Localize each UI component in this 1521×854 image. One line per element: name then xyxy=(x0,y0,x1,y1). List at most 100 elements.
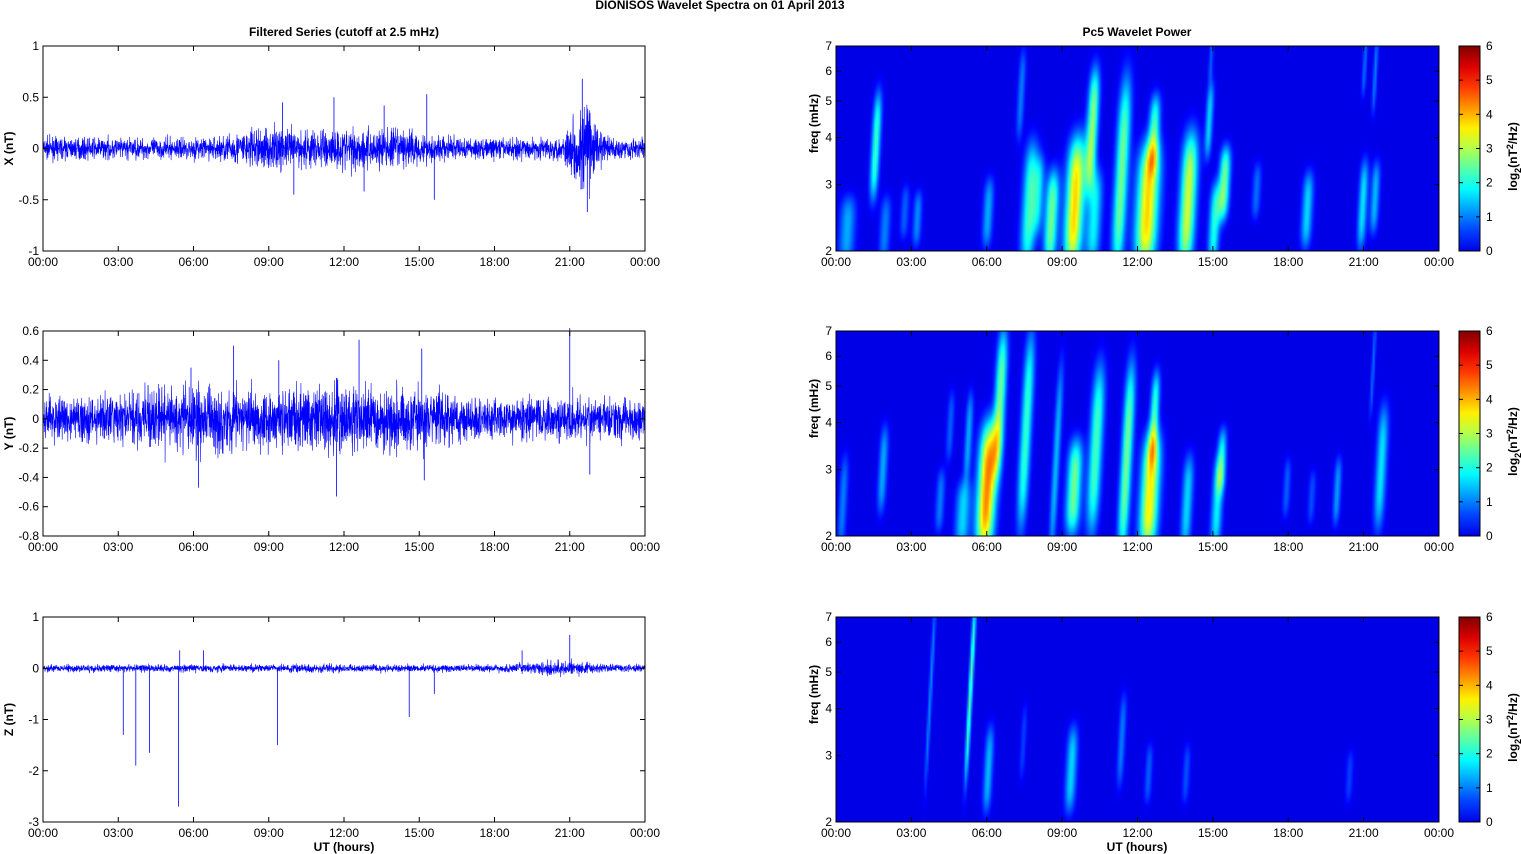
panel-y-power-colorbar-tick-label: 6 xyxy=(1486,324,1493,338)
panel-x-power-colorbar-tick-label: 3 xyxy=(1486,142,1493,156)
panel-z-power-ytick-label: 2 xyxy=(825,815,832,829)
panel-x-power-xtick-label: 03:00 xyxy=(896,255,926,269)
x-axis-label-right: UT (hours) xyxy=(1107,840,1168,854)
panel-z-power-xtick-label: 09:00 xyxy=(1047,826,1077,840)
panel-x-power-ytick-label: 3 xyxy=(825,178,832,192)
panel-z-power-xtick-label: 15:00 xyxy=(1198,826,1228,840)
panel-z-power-colorbar-tick-label: 6 xyxy=(1486,610,1493,624)
panel-x-ytick-label: -0.5 xyxy=(18,193,39,207)
panel-y-power-ytick-label: 3 xyxy=(825,463,832,477)
panel-y-xtick-label: 15:00 xyxy=(404,540,434,554)
panel-y-ytick-label: -0.6 xyxy=(18,500,39,514)
panel-z-power-heatmap xyxy=(836,617,1439,822)
panel-x-power-colorbar-tick-label: 4 xyxy=(1486,107,1493,121)
panel-x-power-ytick-label: 5 xyxy=(825,94,832,108)
panel-y-power-xtick-label: 00:00 xyxy=(1424,540,1454,554)
panel-y-ytick-label: -0.4 xyxy=(18,470,39,484)
panel-z-power-ytick-label: 3 xyxy=(825,749,832,763)
panel-x-power-colorbar-tick-label: 2 xyxy=(1486,176,1493,190)
panel-y-xtick-label: 00:00 xyxy=(28,540,58,554)
panel-y-xtick-label: 00:00 xyxy=(630,540,660,554)
panel-y-xtick-label: 06:00 xyxy=(178,540,208,554)
panel-x-power-xtick-label: 15:00 xyxy=(1198,255,1228,269)
panel-y-power-xtick-label: 03:00 xyxy=(896,540,926,554)
panel-x-power-xtick-label: 06:00 xyxy=(972,255,1002,269)
panel-x-trace xyxy=(42,104,646,199)
panel-x-power-xtick-label: 18:00 xyxy=(1273,255,1303,269)
panel-z-trace xyxy=(42,658,646,678)
panel-y-ytick-label: -0.8 xyxy=(18,529,39,543)
panel-y-power-xtick-label: 06:00 xyxy=(972,540,1002,554)
panel-z-ytick-label: -1 xyxy=(28,713,39,727)
panel-x-xtick-label: 00:00 xyxy=(28,255,58,269)
panel-z-power-colorbar-tick-label: 0 xyxy=(1486,815,1493,829)
right-column-title: Pc5 Wavelet Power xyxy=(1083,25,1192,39)
panel-y-power-colorbar-tick-label: 0 xyxy=(1486,529,1493,543)
panel-z-power-ytick-label: 6 xyxy=(825,635,832,649)
panel-x-xtick-label: 06:00 xyxy=(178,255,208,269)
panel-z-ytick-label: 0 xyxy=(32,661,39,675)
panel-x-power-xtick-label: 00:00 xyxy=(1424,255,1454,269)
figure-title: DIONISOS Wavelet Spectra on 01 April 201… xyxy=(595,0,845,12)
panel-y-ytick-label: -0.2 xyxy=(18,441,39,455)
panel-x-xtick-label: 15:00 xyxy=(404,255,434,269)
panel-x-ytick-label: -1 xyxy=(28,244,39,258)
panel-y-power-ytick-label: 2 xyxy=(825,529,832,543)
panel-y-xtick-label: 03:00 xyxy=(103,540,133,554)
panel-x-power-colorbar-label: log2(nT2/Hz) xyxy=(1505,122,1521,191)
panel-x-ytick-label: 0 xyxy=(32,142,39,156)
panel-x-xtick-label: 18:00 xyxy=(479,255,509,269)
panel-z-xtick-label: 12:00 xyxy=(329,826,359,840)
panel-x-power-colorbar-tick-label: 5 xyxy=(1486,73,1493,87)
panel-y-ytick-label: 0.2 xyxy=(22,383,39,397)
panel-x-power-ytick-label: 7 xyxy=(825,39,832,53)
panel-x-ytick-label: 1 xyxy=(32,39,39,53)
panel-z-power-ytick-label: 4 xyxy=(825,702,832,716)
panel-x-power-xtick-label: 09:00 xyxy=(1047,255,1077,269)
panel-z-power-xtick-label: 12:00 xyxy=(1122,826,1152,840)
x-axis-label-left: UT (hours) xyxy=(314,840,375,854)
panel-z-power-ytick-label: 5 xyxy=(825,665,832,679)
panel-z-ylabel: Z (nT) xyxy=(2,703,16,736)
panel-y-power-ytick-label: 4 xyxy=(825,416,832,430)
panel-x-xtick-label: 12:00 xyxy=(329,255,359,269)
panel-y-xtick-label: 21:00 xyxy=(555,540,585,554)
panel-y-xtick-label: 09:00 xyxy=(254,540,284,554)
panel-x-power-colorbar-tick-label: 6 xyxy=(1486,39,1493,53)
panel-z-power-xtick-label: 03:00 xyxy=(896,826,926,840)
panel-x-ytick-label: 0.5 xyxy=(22,90,39,104)
panel-y-power-ytick-label: 7 xyxy=(825,324,832,338)
panel-x-ylabel: X (nT) xyxy=(2,132,16,166)
panel-z-xtick-label: 03:00 xyxy=(103,826,133,840)
panel-z-power-xtick-label: 06:00 xyxy=(972,826,1002,840)
panel-z-xtick-label: 21:00 xyxy=(555,826,585,840)
panel-y-power-colorbar-tick-label: 3 xyxy=(1486,427,1493,441)
panel-z-power-colorbar-tick-label: 3 xyxy=(1486,713,1493,727)
panel-z-power-xtick-label: 00:00 xyxy=(821,826,851,840)
panel-x-power-heatmap xyxy=(836,46,1439,251)
panel-y-xtick-label: 12:00 xyxy=(329,540,359,554)
panel-y-power-colorbar-tick-label: 4 xyxy=(1486,392,1493,406)
panel-x-power-ytick-label: 6 xyxy=(825,64,832,78)
panel-y-xtick-label: 18:00 xyxy=(479,540,509,554)
panel-y-ytick-label: 0.4 xyxy=(22,353,39,367)
panel-z-power-colorbar-tick-label: 2 xyxy=(1486,747,1493,761)
panel-z-xtick-label: 06:00 xyxy=(178,826,208,840)
panel-y-power-ytick-label: 6 xyxy=(825,349,832,363)
panel-z-power-ytick-label: 7 xyxy=(825,610,832,624)
panel-x-power-xtick-label: 12:00 xyxy=(1122,255,1152,269)
panel-y-power-xtick-label: 21:00 xyxy=(1349,540,1379,554)
panel-y-power-ytick-label: 5 xyxy=(825,379,832,393)
panel-z-xtick-label: 09:00 xyxy=(254,826,284,840)
panel-y-power-xtick-label: 09:00 xyxy=(1047,540,1077,554)
panel-y-power-ylabel: freq (mHz) xyxy=(807,379,821,438)
panel-x-power-colorbar-tick-label: 0 xyxy=(1486,244,1493,258)
panel-z-power-xtick-label: 18:00 xyxy=(1273,826,1303,840)
left-column-title: Filtered Series (cutoff at 2.5 mHz) xyxy=(249,25,439,39)
panel-y-ytick-label: 0 xyxy=(32,412,39,426)
panel-x-power-ytick-label: 2 xyxy=(825,244,832,258)
panel-x-power-ylabel: freq (mHz) xyxy=(807,94,821,153)
panel-z-power-colorbar-tick-label: 5 xyxy=(1486,644,1493,658)
panel-z-xtick-label: 18:00 xyxy=(479,826,509,840)
panel-y-power-xtick-label: 15:00 xyxy=(1198,540,1228,554)
